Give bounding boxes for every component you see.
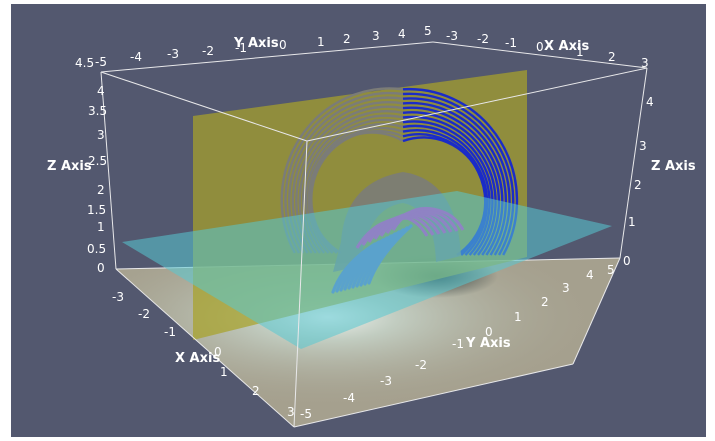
y-axis-top-tick-label: 0 — [279, 38, 287, 52]
x-axis-top-tick-label: 1 — [576, 45, 584, 59]
z-axis-left-tick-label: 2.5 — [88, 154, 107, 168]
z-axis-right-tick-label: 0 — [623, 254, 631, 268]
x-axis-top-tick-label: 0 — [536, 40, 544, 54]
y-axis-bottom-tick-label: 1 — [514, 310, 522, 324]
x-axis-bottom-title: X Axis — [175, 351, 220, 366]
x-axis-bottom-tick-label: -2 — [138, 307, 150, 321]
y-axis-top-tick-label: -3 — [167, 47, 179, 61]
z-axis-right-tick-label: 4 — [646, 95, 654, 109]
z-axis-right-tick-label: 1 — [628, 215, 636, 229]
x-axis-top-title: X Axis — [544, 39, 589, 54]
z-axis-right-tick-label: 3 — [639, 139, 647, 153]
x-axis-bottom-tick-label: 3 — [287, 405, 295, 419]
x-axis-bottom-tick-label: -3 — [112, 290, 124, 304]
y-axis-top-tick-label: 4 — [398, 27, 406, 41]
x-axis-top-tick-label: 2 — [608, 50, 616, 64]
y-axis-bottom-tick-label: 4 — [586, 268, 594, 282]
y-axis-top-tick-label: -5 — [95, 55, 107, 69]
y-axis-top-title: Y Axis — [233, 36, 279, 51]
y-axis-bottom-tick-label: 2 — [541, 295, 549, 309]
x-axis-bottom-tick-label: 2 — [252, 384, 260, 398]
y-axis-top-tick-label: 5 — [424, 24, 432, 38]
z-axis-left-tick-label: 0.5 — [87, 242, 106, 256]
y-axis-bottom-tick-label: -3 — [380, 374, 392, 388]
x-axis-bottom-tick-label: 1 — [220, 365, 228, 379]
y-axis-top-tick-label: -4 — [130, 50, 142, 64]
y-axis-top-tick-label: -2 — [202, 44, 214, 58]
y-axis-top-tick-label: 2 — [343, 32, 351, 46]
z-axis-left-tick-label: 4 — [97, 84, 105, 98]
y-axis-bottom-tick-label: 3 — [562, 281, 570, 295]
y-axis-bottom-title: Y Axis — [465, 336, 511, 351]
x-axis-top-tick-label: 3 — [641, 56, 649, 70]
y-axis-bottom-tick-label: 5 — [607, 263, 615, 277]
z-axis-left-tick-label: 3.5 — [88, 104, 107, 118]
y-axis-bottom-tick-label: -4 — [343, 391, 355, 405]
x-axis-bottom-tick-label: 0 — [214, 345, 222, 359]
y-axis-bottom-tick-label: -5 — [300, 407, 312, 421]
3d-scene[interactable]: -5 -4 -3 -2 -1 0 1 2 3 4 5Y Axis -3 -2 -1 0 1 2 3X Axis00… — [11, 4, 706, 437]
x-axis-top-tick-label: -3 — [446, 29, 458, 43]
z-axis-left-tick-label: 3 — [97, 128, 105, 142]
x-axis-top-tick-label: -1 — [505, 36, 517, 50]
z-axis-left-tick-label: 1 — [97, 220, 105, 234]
cyan-slice-plane — [122, 191, 612, 349]
y-axis-top-tick-label: -1 — [235, 41, 247, 55]
y-axis-top-tick-label: 1 — [317, 35, 325, 49]
y-axis-bottom-tick-label: -2 — [415, 358, 427, 372]
y-axis-bottom-tick-label: -1 — [452, 337, 464, 351]
z-axis-right-tick-label: 2 — [634, 178, 642, 192]
z-axis-left-tick-label: 1.5 — [87, 203, 106, 217]
z-axis-left-title: Z Axis — [47, 159, 92, 174]
z-axis-right-title: Z Axis — [651, 159, 696, 174]
render-viewport[interactable]: -5 -4 -3 -2 -1 0 1 2 3 4 5 Y Axis -3 -2 -1 0 1 2 3 X Axis 0 0… — [11, 4, 706, 437]
z-axis-left-tick-label: 4.5 — [75, 56, 94, 70]
bounding-box-front-edges — [100, 67, 648, 428]
y-axis-top-tick-label: 3 — [372, 29, 380, 43]
y-axis-bottom-tick-label: 0 — [485, 325, 493, 339]
x-axis-bottom-tick-label: -1 — [164, 325, 176, 339]
z-axis-left-tick-label: 2 — [97, 183, 105, 197]
z-axis-left-tick-label: 0 — [97, 261, 105, 275]
x-axis-top-tick-label: -2 — [477, 32, 489, 46]
